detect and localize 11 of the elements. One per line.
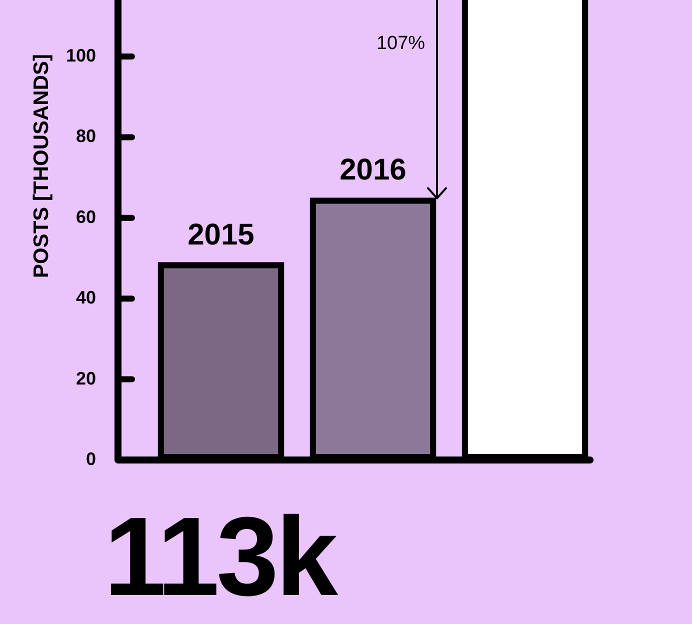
- y-tick-label: 60: [76, 206, 96, 227]
- annotation: 107%: [376, 33, 426, 56]
- text: 113k: [104, 493, 335, 621]
- y-tick-label: 0: [86, 448, 96, 469]
- x-tick-label: 2016: [340, 154, 406, 187]
- y-tick-label: 20: [76, 368, 96, 388]
- y-axis-title: POSTS [THOUSANDS]: [30, 54, 53, 278]
- x-tick-label: 2015: [188, 218, 254, 252]
- y-tick-label: 80: [76, 126, 96, 146]
- y-tick-label: 40: [76, 288, 96, 308]
- y-tick-label: 100: [66, 45, 96, 66]
